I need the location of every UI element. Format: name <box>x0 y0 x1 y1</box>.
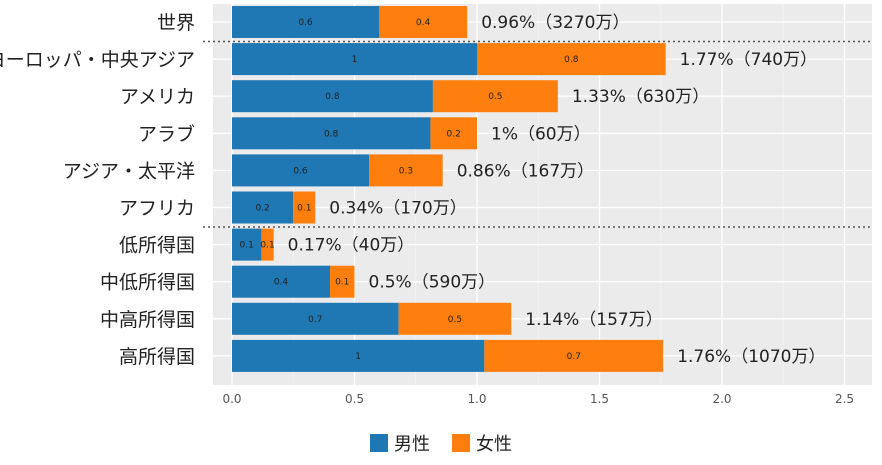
segment-label: 0.4 <box>274 278 289 288</box>
bar-annotation: 1%（60万） <box>491 124 591 144</box>
bar-segment-female <box>432 80 558 113</box>
segment-label: 0.6 <box>293 166 308 176</box>
x-tick-label: 0.0 <box>222 392 241 406</box>
legend-item-male: 男性 <box>370 430 430 456</box>
segment-label: 1 <box>352 55 358 65</box>
bar-annotation: 1.76%（1070万） <box>677 347 825 367</box>
bar-segment-female <box>398 302 512 335</box>
bar-segment-female <box>379 6 468 38</box>
bar-annotation: 0.96%（3270万） <box>481 13 629 33</box>
legend-item-female: 女性 <box>452 430 512 456</box>
segment-label: 0.5 <box>448 315 462 325</box>
bar-segment-female <box>330 265 355 298</box>
legend-label-female: 女性 <box>476 434 512 455</box>
category-label: アジア・太平洋 <box>63 160 195 182</box>
bar-segment-female <box>484 339 664 372</box>
segment-label: 0.8 <box>324 129 339 139</box>
category-label: アメリカ <box>120 86 195 108</box>
segment-label: 0.8 <box>325 92 340 102</box>
legend-label-male: 男性 <box>394 434 430 455</box>
segment-label: 0.1 <box>297 204 311 214</box>
bar-segment-female <box>369 154 443 187</box>
segment-label: 0.1 <box>260 241 274 251</box>
category-label: 低所得国 <box>119 235 195 257</box>
segment-label: 0.2 <box>255 204 269 214</box>
category-label: 中低所得国 <box>100 272 195 294</box>
bar-segment-female <box>430 117 477 150</box>
bar-annotation: 0.86%（167万） <box>457 161 594 181</box>
segment-label: 0.6 <box>298 18 313 28</box>
x-tick-label: 0.5 <box>345 392 364 406</box>
bar-annotation: 1.77%（740万） <box>680 50 817 70</box>
segment-label: 0.1 <box>240 241 254 251</box>
bar-segment-male <box>232 80 433 113</box>
x-tick-label: 1.5 <box>590 392 609 406</box>
bar-annotation: 0.17%（40万） <box>288 236 415 256</box>
segment-label: 1 <box>355 352 361 362</box>
segment-label: 0.4 <box>416 18 431 28</box>
x-tick-label: 2.0 <box>712 392 731 406</box>
bar-segment-male <box>232 43 477 76</box>
bar-annotation: 0.5%（590万） <box>369 273 496 293</box>
segment-label: 0.8 <box>564 55 579 65</box>
category-label: 世界 <box>157 12 195 34</box>
bar-segment-male <box>232 339 485 372</box>
bar-segment-female <box>261 228 274 261</box>
bar-segment-female <box>477 43 666 76</box>
segment-label: 0.2 <box>447 129 461 139</box>
category-label: アラブ <box>138 122 195 145</box>
bar-segment-male <box>232 191 294 224</box>
bar-segment-male <box>232 154 370 187</box>
bar-segment-male <box>232 265 330 298</box>
bar-annotation: 0.34%（170万） <box>329 199 466 219</box>
bar-annotation: 1.33%（630万） <box>572 87 709 107</box>
category-label: 中高所得国 <box>100 309 195 331</box>
category-label: ヨーロッパ・中央アジア <box>0 49 195 71</box>
segment-label: 0.7 <box>308 315 322 325</box>
segment-label: 0.5 <box>488 92 502 102</box>
bar-segment-male <box>232 228 262 261</box>
segment-label: 0.7 <box>567 352 581 362</box>
bar-segment-female <box>293 191 316 224</box>
legend-swatch-male <box>370 434 388 452</box>
legend: 男性 女性 <box>0 430 882 456</box>
category-label: アフリカ <box>119 198 195 220</box>
segment-label: 0.1 <box>335 278 349 288</box>
bar-segment-male <box>232 6 379 38</box>
bar-segment-male <box>232 302 399 335</box>
x-tick-label: 2.5 <box>835 392 854 406</box>
segment-label: 0.3 <box>399 166 413 176</box>
bar-annotation: 1.14%（157万） <box>525 310 662 330</box>
legend-swatch-female <box>452 434 470 452</box>
x-tick-label: 1.0 <box>467 392 486 406</box>
category-label: 高所得国 <box>119 346 195 368</box>
bar-segment-male <box>232 117 431 150</box>
